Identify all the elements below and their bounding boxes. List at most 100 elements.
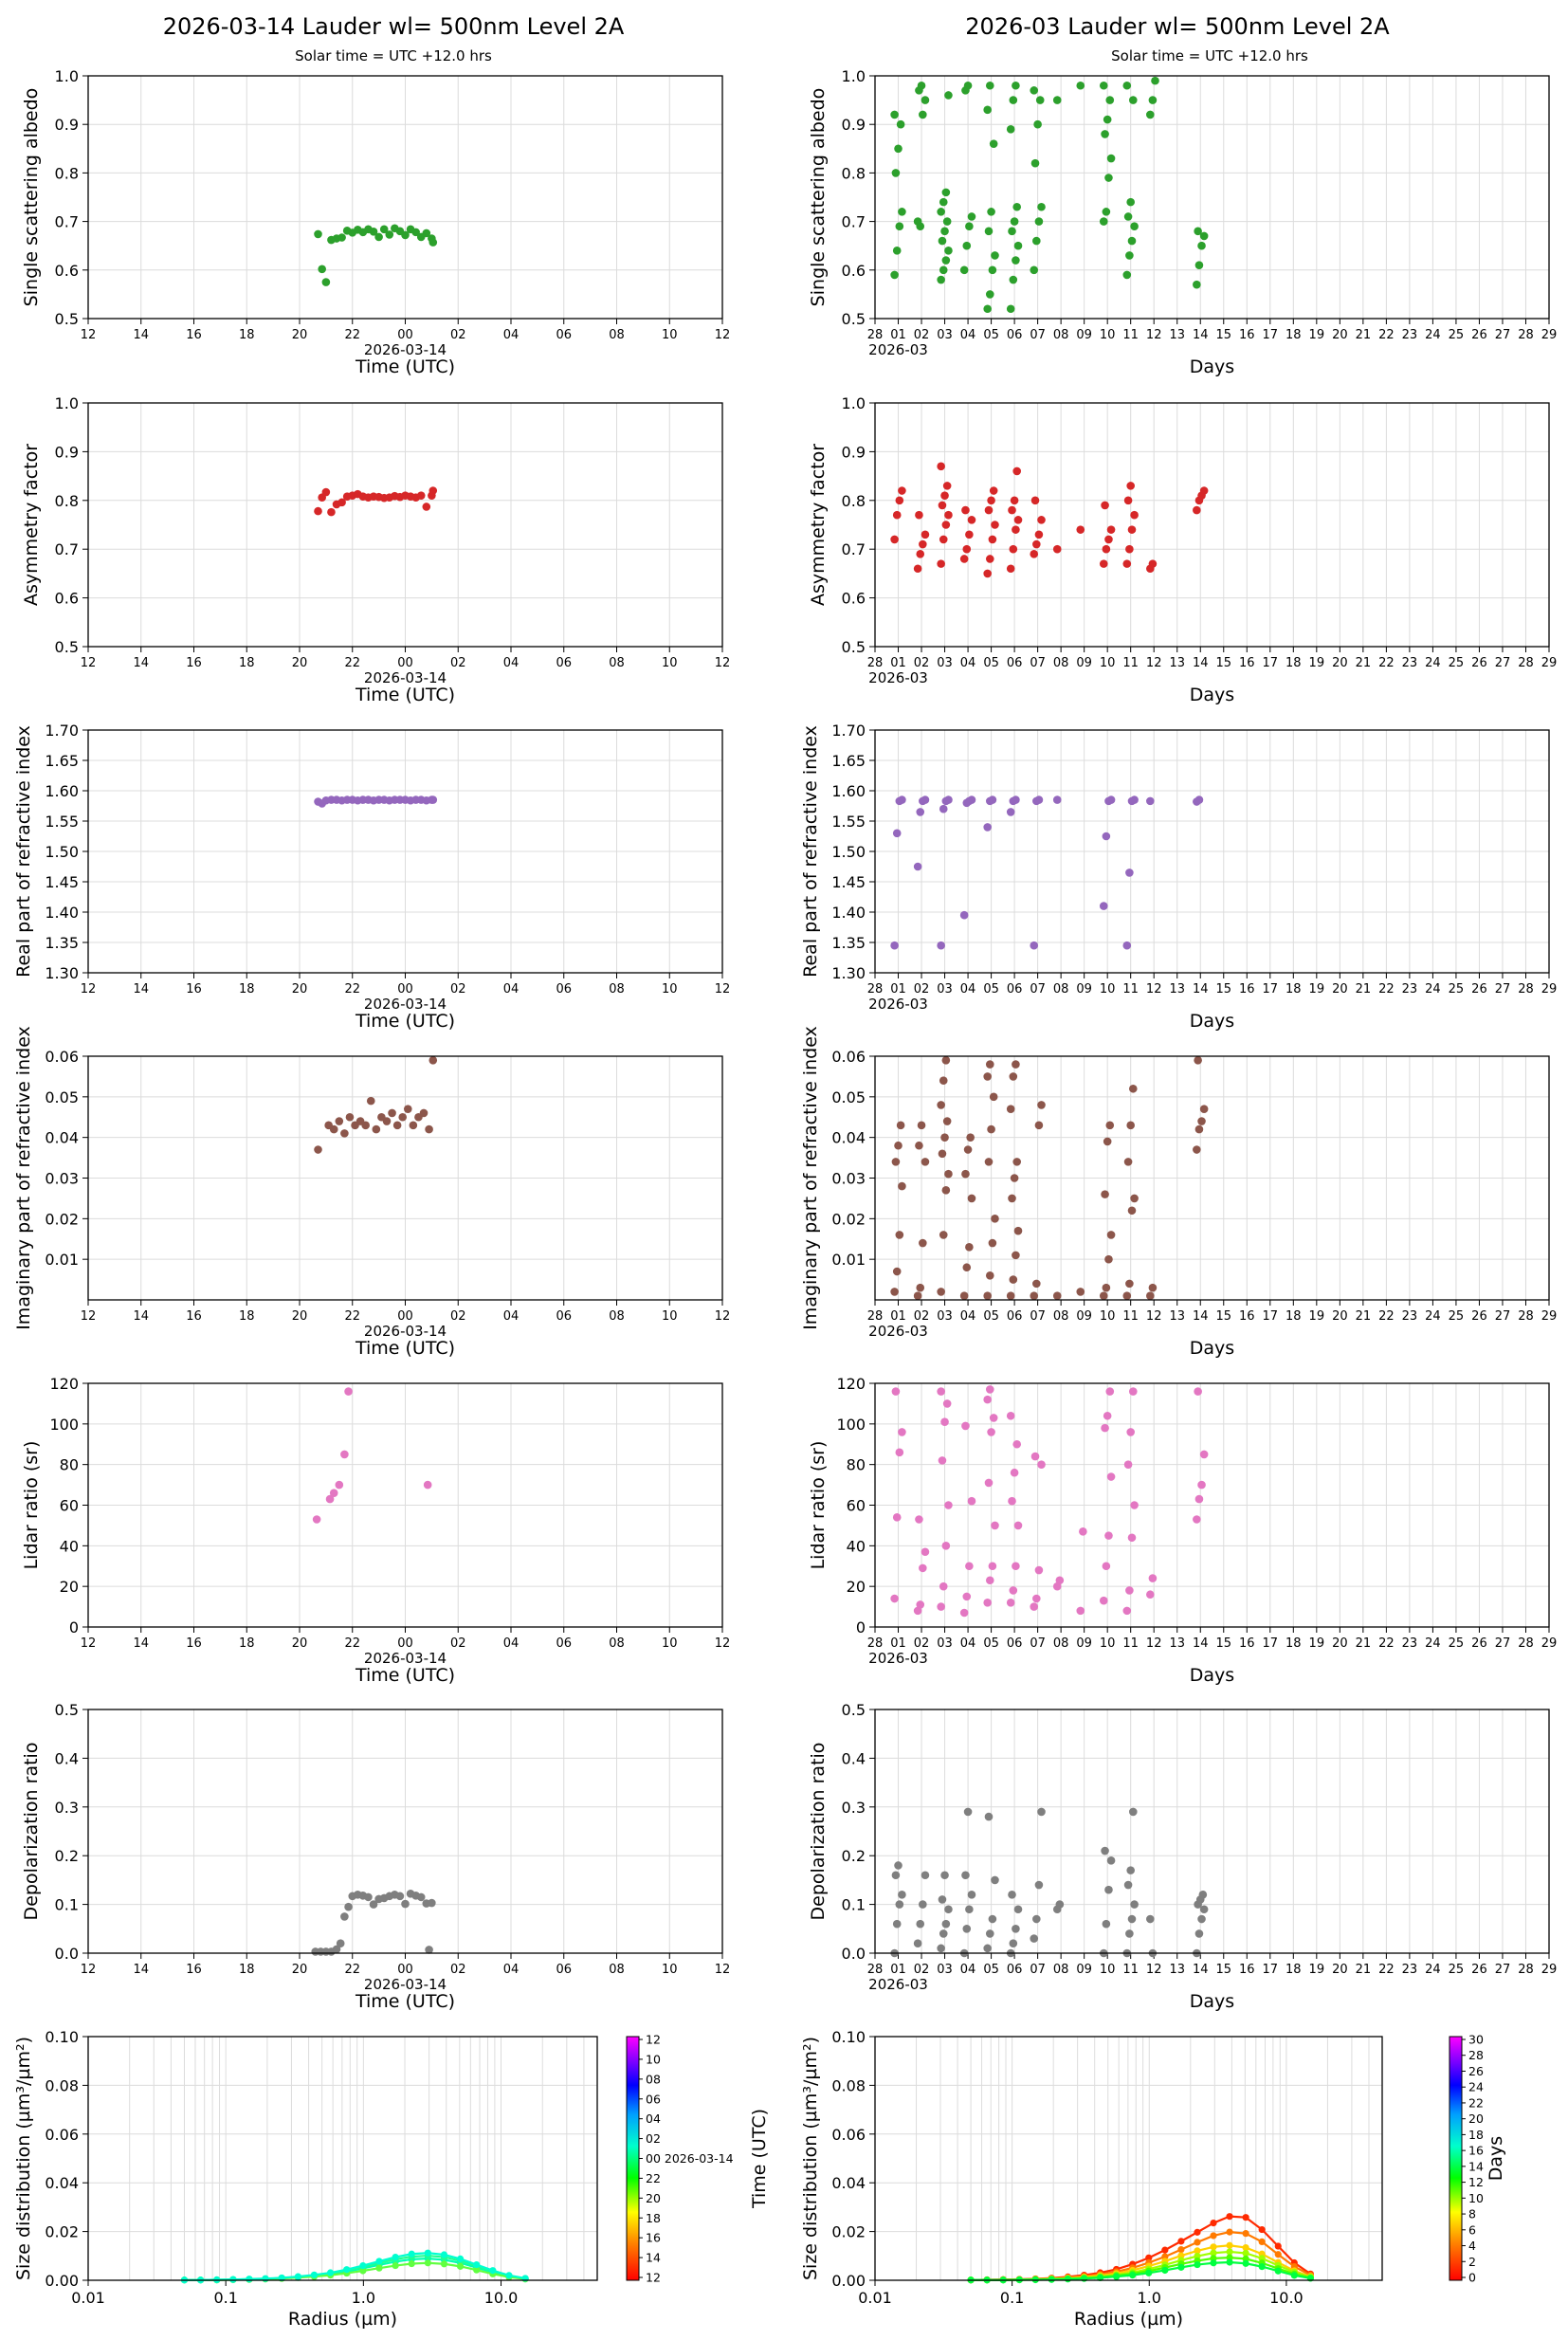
right-real-xtick-label: 29 [1541, 982, 1558, 996]
left-size-ytick-label: 0.04 [45, 2174, 79, 2192]
right-depol-point [895, 1900, 904, 1909]
right-imag-xtick-label: 16 [1239, 1309, 1255, 1324]
left-asym-ytick-label: 0.7 [55, 540, 79, 558]
right-lidar-point [988, 1562, 997, 1571]
left-size-series-marker [489, 2267, 497, 2275]
left-depol-point [332, 1945, 341, 1954]
right-colorbar-tick-label: 22 [1468, 2095, 1484, 2110]
right-asym-ytick-label: 1.0 [842, 394, 866, 412]
left-real-point [428, 795, 438, 804]
right-lidar-point [967, 1496, 976, 1506]
right-depol-month-label: 2026-03 [868, 1976, 928, 1993]
right-imag-point [1126, 1121, 1135, 1130]
right-real-point [921, 795, 930, 804]
right-depol-point [916, 1919, 925, 1929]
left-size-ytick-label: 0.00 [45, 2272, 79, 2290]
right-asym-point [941, 521, 951, 529]
right-asym-point [1008, 505, 1016, 515]
right-depol-point [991, 1875, 999, 1885]
right-ssa-point [959, 265, 969, 275]
right-depol-point [944, 1905, 953, 1914]
right-depol-xtick-label: 03 [937, 1963, 953, 1977]
left-colorbar-bar [626, 2036, 640, 2281]
left-colorbar-tick-label: 12 [646, 2271, 661, 2285]
right-size-series-marker [1258, 2238, 1266, 2245]
right-size-series-marker [1258, 2225, 1266, 2234]
right-colorbar-tick-label: 18 [1468, 2128, 1484, 2142]
right-depol-xtick-label: 10 [1100, 1963, 1116, 1977]
left-imag-ytick-label: 0.04 [45, 1129, 79, 1147]
left-lidar-ytick-label: 20 [60, 1578, 79, 1596]
right-asym-point [1032, 539, 1041, 549]
left-real-ytick-label: 1.40 [45, 904, 79, 922]
right-imag-point [916, 1283, 925, 1292]
right-colorbar-tick-label: 8 [1468, 2207, 1476, 2221]
right-imag-point [987, 1124, 995, 1134]
left-size-series-marker [262, 2275, 269, 2282]
left-real-xtick-label: 12 [81, 982, 97, 996]
left-lidar-xtick-label: 20 [292, 1636, 308, 1651]
left-asym-point [327, 507, 336, 517]
right-ssa-point [1148, 96, 1158, 104]
left-real-xtick-label: 18 [239, 982, 255, 996]
right-asym-xtick-label: 26 [1471, 656, 1487, 670]
right-ssa-point [985, 290, 994, 299]
right-imag-point [944, 1169, 953, 1179]
right-lidar-point [941, 1542, 951, 1550]
left-lidar-frame [87, 1382, 723, 1628]
left-depol-ytick-label: 0.4 [55, 1749, 79, 1767]
left-real-xtick-label: 00 [397, 982, 413, 996]
right-asym-point [1101, 501, 1109, 510]
left-asym-point [321, 487, 331, 497]
left-depol-date-label: 2026-03-14 [364, 1976, 447, 1993]
right-lidar-point [985, 1385, 994, 1394]
right-ssa-point [987, 208, 995, 216]
right-depol-ytick-label: 0.2 [842, 1847, 866, 1865]
right-asym-point [988, 535, 997, 544]
right-size-xtick-label: 0.01 [858, 2289, 892, 2307]
right-real-xlabel: Days [1190, 1011, 1234, 1032]
right-lidar-xtick-label: 11 [1122, 1636, 1139, 1651]
right-lidar-xtick-label: 26 [1471, 1636, 1487, 1651]
left-depol-point [401, 1899, 410, 1909]
right-colorbar-label: Days [1486, 2136, 1506, 2181]
right-ssa-plot-area [875, 76, 1549, 319]
left-real-axes: 1.30 1.35 1.40 1.45 1.50 1.55 1.60 1.65 1.70 Real… [13, 722, 730, 1032]
right-ssa-xtick-label: 03 [937, 328, 953, 342]
right-asym-point [890, 535, 899, 544]
right-imag-xtick-label: 03 [937, 1309, 953, 1324]
right-depol-point [1034, 1880, 1044, 1890]
right-lidar-point [1104, 1531, 1113, 1540]
right-ssa-point [1126, 197, 1135, 207]
right-imag-point [895, 1231, 904, 1239]
right-asym-point [962, 544, 972, 554]
right-lidar-xtick-label: 16 [1239, 1636, 1255, 1651]
right-depol-xtick-label: 22 [1378, 1963, 1395, 1977]
right-depol-point [1032, 1914, 1041, 1924]
right-imag-point [1013, 1226, 1023, 1235]
left-figure-subtitle: Solar time = UTC +12.0 hrs [295, 47, 492, 64]
right-asym-point [937, 559, 945, 568]
right-size-series-marker [1290, 2272, 1298, 2279]
right-ssa-xtick-label: 29 [1541, 328, 1558, 342]
right-real-point [890, 941, 899, 950]
right-imag-point [892, 1267, 902, 1276]
right-asym-point [898, 486, 906, 495]
right-imag-point [1104, 1254, 1113, 1264]
right-real-xtick-label: 07 [1030, 982, 1046, 996]
right-lidar-point [959, 1608, 969, 1618]
right-size-ytick-label: 0.06 [831, 2126, 866, 2144]
right-colorbar-tick-label: 6 [1468, 2222, 1476, 2237]
left-size-series-marker [392, 2253, 399, 2261]
left-colorbar-tick-label: 16 [646, 2231, 661, 2245]
left-ssa-ytick-label: 0.7 [55, 213, 79, 231]
right-lidar-point [1193, 1515, 1201, 1524]
left-depol-point [369, 1900, 378, 1909]
right-lidar-point [1010, 1468, 1019, 1477]
right-asym-xtick-label: 16 [1239, 656, 1255, 670]
right-lidar-xtick-label: 08 [1053, 1636, 1069, 1651]
right-size-series-marker [1274, 2267, 1282, 2275]
left-real-xtick-label: 10 [662, 982, 678, 996]
right-imag-point [989, 1092, 998, 1102]
right-asym-xtick-label: 10 [1100, 656, 1116, 670]
